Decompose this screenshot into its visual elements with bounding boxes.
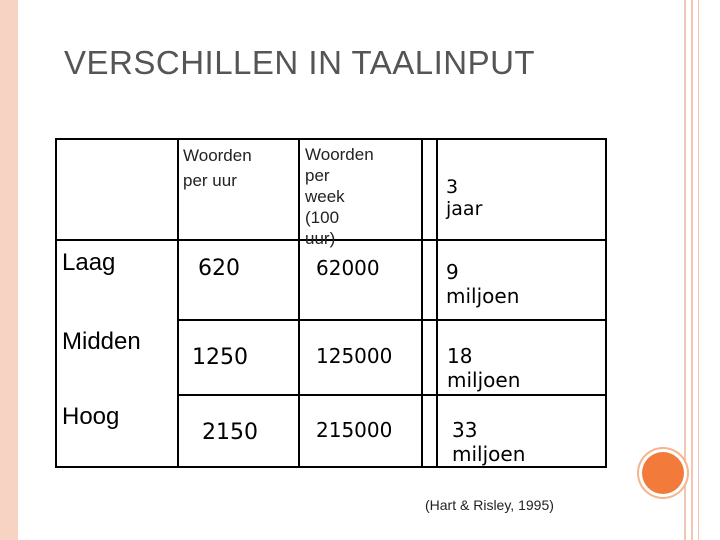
left-frame-bar	[0, 0, 18, 540]
row-label-midden: Midden	[62, 328, 141, 355]
table-border-row1	[177, 319, 607, 321]
table-border-bottom	[55, 466, 607, 468]
cell-hoog-per-uur: 2150	[202, 420, 258, 445]
table-divider-3b	[436, 138, 438, 468]
cell-hoog-per-week: 215000	[316, 418, 393, 442]
right-frame-line	[698, 0, 699, 540]
header-col2: Woorden per week (100 uur)	[305, 144, 374, 249]
header-col1-line1: Woorden	[183, 146, 252, 165]
table-divider-2	[298, 138, 300, 468]
header-col3: 3 jaar	[446, 176, 483, 220]
table-border-left	[55, 138, 57, 468]
right-frame-line	[684, 0, 686, 540]
citation: (Hart & Risley, 1995)	[425, 497, 554, 513]
cell-laag-drie-jaar: 9 miljoen	[446, 260, 520, 308]
slide-title: VERSCHILLEN IN TAALINPUT	[64, 44, 536, 81]
decorative-circle	[642, 452, 684, 494]
table-border-right	[605, 138, 607, 468]
header-col1: Woorden per uur	[183, 143, 252, 193]
table-border-top	[55, 138, 607, 140]
right-frame-line	[691, 0, 693, 540]
header-col2-line2: per week	[305, 166, 345, 206]
header-col2-line3: (100 uur)	[305, 208, 340, 248]
table-divider-1	[177, 138, 179, 468]
cell-hoog-drie-jaar: 33 miljoen	[452, 418, 526, 466]
cell-midden-drie-jaar: 18 miljoen	[447, 344, 521, 392]
header-col2-line1: Woorden	[305, 145, 374, 164]
table-divider-3a	[421, 138, 423, 468]
cell-midden-per-week: 125000	[316, 344, 393, 368]
cell-laag-per-uur: 620	[198, 256, 240, 281]
header-col1-line2: per uur	[183, 171, 237, 190]
cell-laag-per-week: 62000	[316, 256, 380, 280]
row-label-hoog: Hoog	[62, 403, 120, 430]
table-border-header	[55, 239, 607, 241]
cell-midden-per-uur: 1250	[192, 345, 248, 370]
table-border-row2	[177, 394, 607, 396]
row-label-laag: Laag	[62, 249, 116, 276]
